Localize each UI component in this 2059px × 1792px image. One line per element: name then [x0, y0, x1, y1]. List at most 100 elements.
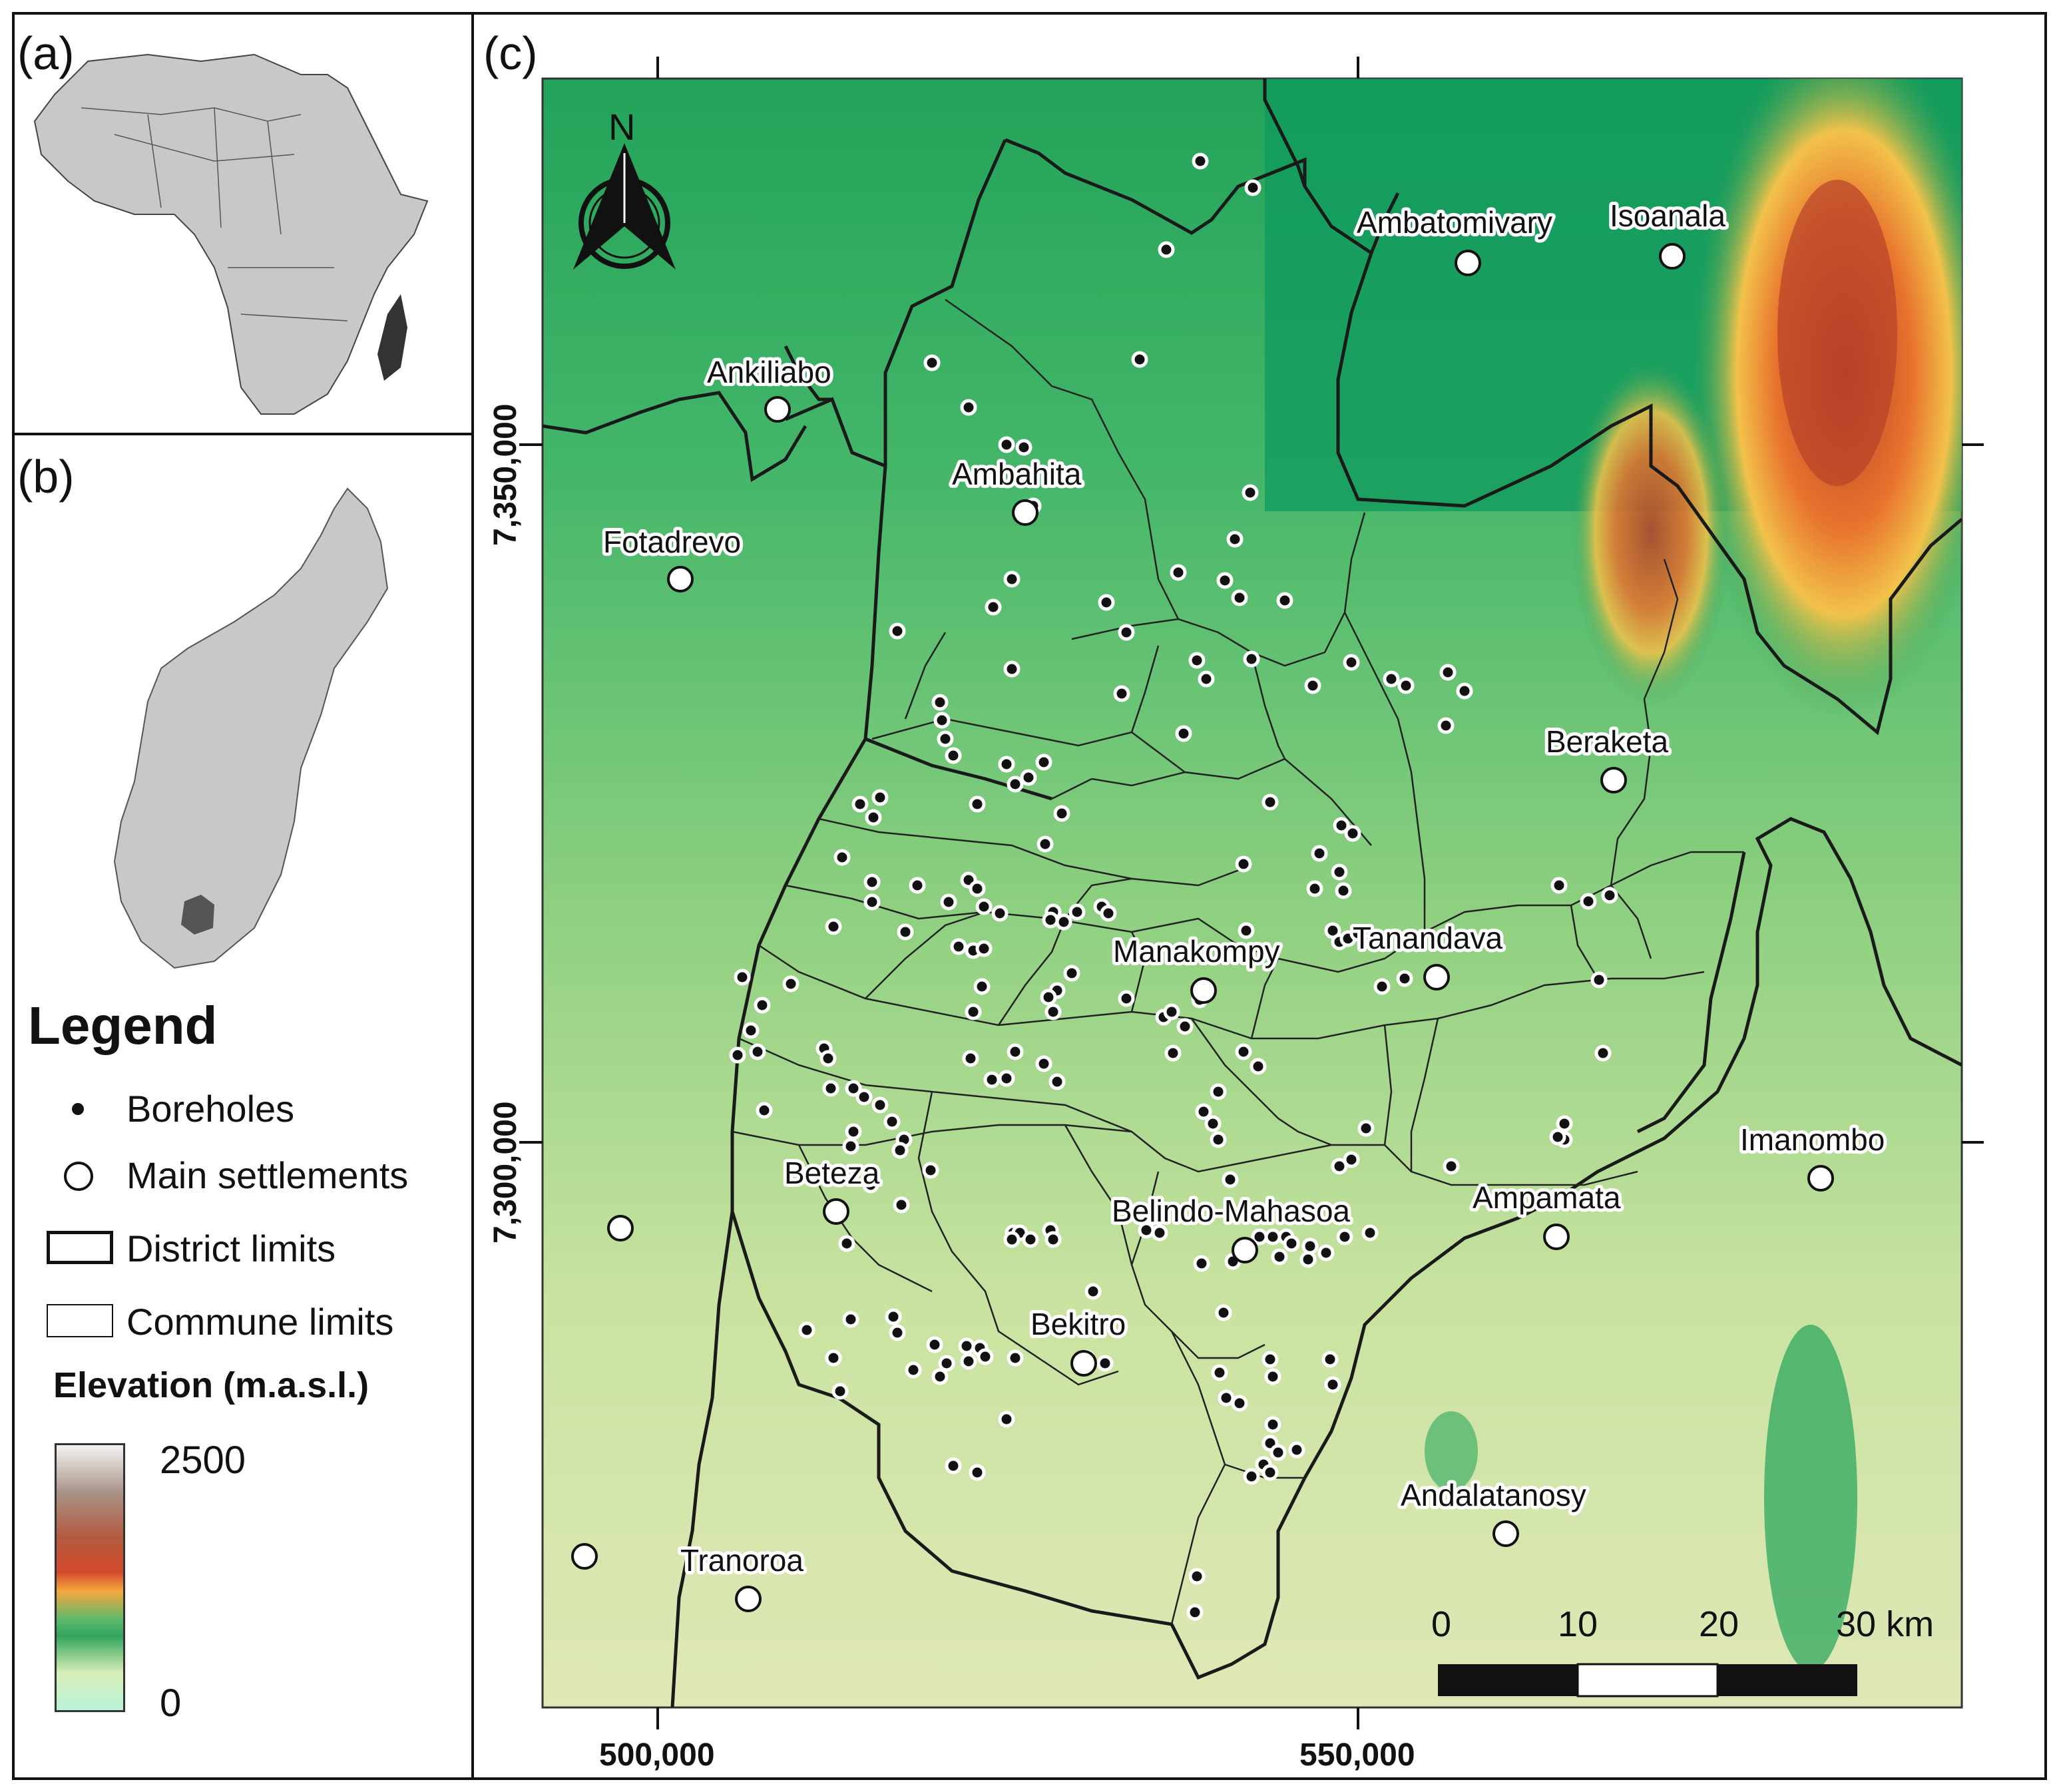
borehole-dot	[1151, 1224, 1168, 1241]
borehole-dot	[1311, 845, 1328, 862]
borehole-dot	[1096, 1355, 1114, 1372]
north-arrow-icon: N	[573, 106, 676, 270]
borehole-dot	[923, 354, 941, 371]
borehole-dot	[729, 1046, 746, 1064]
borehole-dot	[1175, 725, 1192, 742]
borehole-dot	[1048, 1073, 1066, 1090]
borehole-dot	[871, 789, 889, 806]
borehole-dot	[1299, 1251, 1317, 1268]
borehole-dot	[1035, 754, 1052, 771]
borehole-dot	[926, 1336, 943, 1353]
borehole-dot	[851, 795, 869, 813]
label-tranoroa: Tranoroa	[680, 1543, 803, 1578]
north-label: N	[608, 106, 635, 148]
legend-label-boreholes: Boreholes	[126, 1087, 295, 1130]
legend-label-district: District limits	[126, 1227, 336, 1269]
settlement-tranoroa	[735, 1586, 762, 1612]
borehole-dot-icon	[20, 1082, 126, 1135]
madagascar-island	[113, 487, 389, 969]
borehole-dot	[734, 969, 751, 986]
borehole-dot	[1186, 1604, 1204, 1621]
borehole-dot	[1437, 717, 1455, 734]
legend-label-settlements: Main settlements	[126, 1154, 409, 1196]
borehole-dot	[1055, 913, 1072, 931]
borehole-dot	[1590, 971, 1608, 989]
settlement-unnamed-southwest	[571, 1543, 598, 1570]
borehole-dot	[1301, 1237, 1319, 1255]
borehole-dot	[960, 1353, 977, 1370]
borehole-dot	[1218, 1389, 1235, 1407]
borehole-dot	[1261, 1464, 1279, 1481]
borehole-dot	[1216, 572, 1234, 589]
borehole-dot	[1193, 1255, 1210, 1272]
borehole-dot	[1131, 351, 1148, 368]
borehole-dot	[1344, 825, 1361, 842]
africa-borders	[81, 107, 348, 322]
borehole-dot	[822, 1080, 839, 1097]
label-manakompy: Manakompy	[1113, 934, 1280, 969]
borehole-dot	[938, 1355, 955, 1372]
borehole-dot	[937, 730, 954, 748]
study-area	[181, 895, 214, 935]
borehole-dot	[1264, 1228, 1281, 1245]
borehole-dot	[1084, 1283, 1102, 1300]
borehole-dot	[1269, 1444, 1287, 1461]
borehole-dot	[855, 1088, 873, 1106]
label-ampamata: Ampamata	[1473, 1180, 1621, 1215]
x-tick-500000: 500,000	[599, 1737, 715, 1773]
borehole-dot	[1261, 1351, 1279, 1368]
borehole-dot	[831, 1383, 849, 1400]
borehole-dot	[1211, 1364, 1228, 1381]
borehole-dot	[1040, 989, 1057, 1006]
borehole-dot	[1003, 570, 1021, 588]
madagascar-map	[113, 487, 389, 969]
borehole-dot	[1357, 1120, 1375, 1137]
borehole-dot	[1331, 863, 1348, 881]
borehole-dot	[1007, 776, 1024, 793]
borehole-dot	[1261, 793, 1279, 811]
africa-continent	[33, 53, 429, 415]
ridge-south-east	[1764, 1325, 1857, 1671]
borehole-dot	[975, 940, 993, 957]
commune-limits	[732, 298, 1744, 1625]
borehole-dot	[1235, 855, 1252, 873]
settlement-ambatomivary	[1455, 250, 1481, 276]
borehole-dot	[754, 997, 771, 1014]
borehole-dot	[1324, 1376, 1341, 1393]
borehole-dot	[842, 1138, 859, 1155]
borehole-dot	[973, 978, 991, 995]
borehole-dot	[756, 1102, 773, 1119]
borehole-dot	[1549, 1128, 1566, 1146]
borehole-dot	[1100, 905, 1117, 922]
borehole-dot	[891, 1142, 909, 1159]
scale-label-20: 20	[1699, 1604, 1739, 1644]
panel-label-a: (a)	[17, 27, 75, 79]
borehole-dot	[1003, 1231, 1021, 1248]
borehole-dot	[871, 1096, 889, 1114]
x-tick-550000: 550,000	[1299, 1737, 1415, 1773]
borehole-dot	[1250, 1058, 1267, 1075]
borehole-dot	[825, 918, 842, 935]
borehole-dot	[742, 1022, 760, 1039]
panel-label-c: (c)	[483, 27, 538, 79]
district-box-icon	[20, 1222, 126, 1275]
borehole-dot	[1550, 877, 1568, 894]
borehole-dot	[1204, 1115, 1222, 1132]
borehole-dot	[1068, 903, 1086, 921]
borehole-dot	[865, 809, 882, 826]
borehole-dot	[885, 1308, 902, 1325]
borehole-dot	[1288, 1441, 1305, 1458]
borehole-dot	[1063, 965, 1080, 982]
borehole-dot	[1383, 670, 1400, 688]
borehole-dot	[1243, 650, 1260, 668]
settlement-circle-icon	[20, 1148, 126, 1202]
borehole-dot	[931, 1368, 949, 1385]
borehole-dot	[1226, 531, 1244, 548]
borehole-dot	[1397, 677, 1415, 694]
borehole-dot	[1044, 1231, 1062, 1248]
scale-label-0: 0	[1431, 1604, 1451, 1644]
borehole-dot	[897, 923, 914, 941]
commune-box-icon	[20, 1295, 126, 1348]
borehole-dot	[985, 598, 1002, 616]
